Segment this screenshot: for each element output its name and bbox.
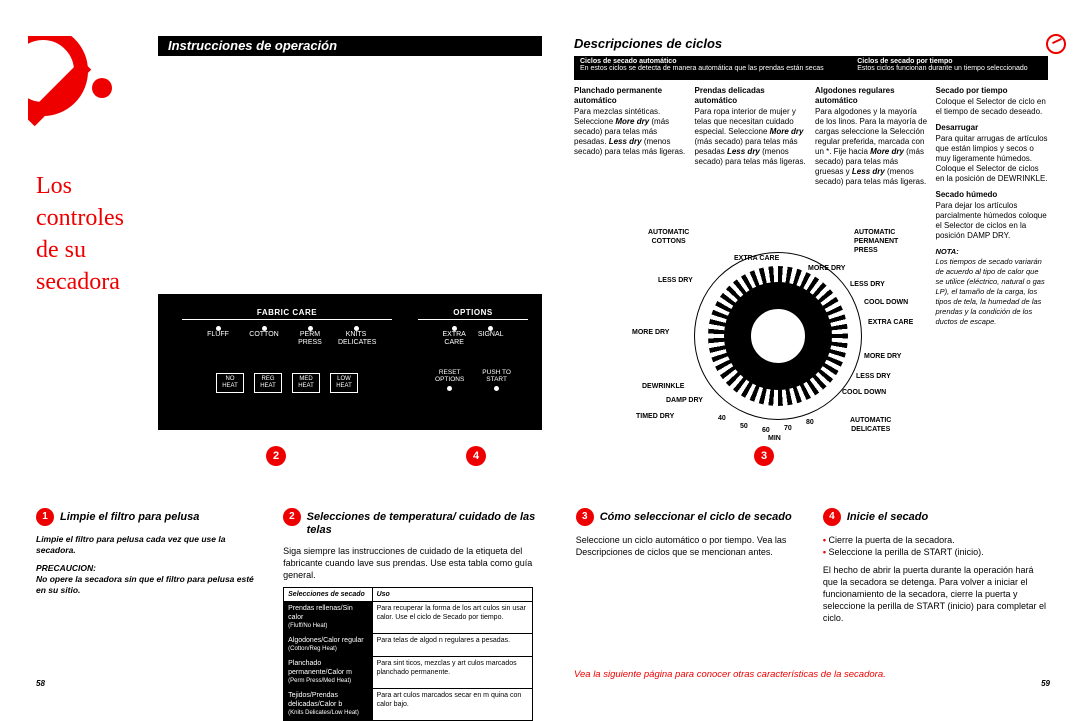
brand-dot — [92, 78, 112, 98]
header-right-bar: Ciclos de secado automáticoEn estos cicl… — [574, 56, 1048, 80]
step-1: 1Limpie el filtro para pelusa Limpie el … — [36, 508, 263, 721]
step-3: 3Cómo seleccionar el ciclo de secado Sel… — [576, 508, 803, 721]
control-panel: FABRIC CARE FLUFFCOTTONPERMPRESSKNITSDEL… — [158, 294, 542, 430]
brand-logo — [28, 36, 98, 126]
callout-2: 2 — [266, 446, 286, 466]
page-number-right: 59 — [1041, 679, 1050, 688]
options-label: OPTIONS — [418, 308, 528, 317]
sidebar-title: Loscontrolesde susecadora — [36, 170, 124, 298]
footer-note: Vea la siguiente página para conocer otr… — [574, 669, 886, 680]
step-4: 4Inicie el secado Cierre la puerta de la… — [823, 508, 1050, 721]
corner-badge-icon — [1046, 34, 1066, 54]
step-2: 2Selecciones de temperatura/ cuidado de … — [283, 508, 556, 721]
cycle-dial: AUTOMATICCOTTONS AUTOMATICPERMANENTPRESS… — [618, 222, 938, 442]
fabric-care-label: FABRIC CARE — [182, 308, 392, 317]
callout-3: 3 — [754, 446, 774, 466]
header-left: Instrucciones de operación — [158, 36, 542, 56]
page-number-left: 58 — [36, 679, 45, 688]
callout-4: 4 — [466, 446, 486, 466]
header-right-title: Descripciones de ciclos — [574, 36, 722, 51]
drying-table: Selecciones de secadoUso Prendas rellena… — [283, 587, 533, 721]
